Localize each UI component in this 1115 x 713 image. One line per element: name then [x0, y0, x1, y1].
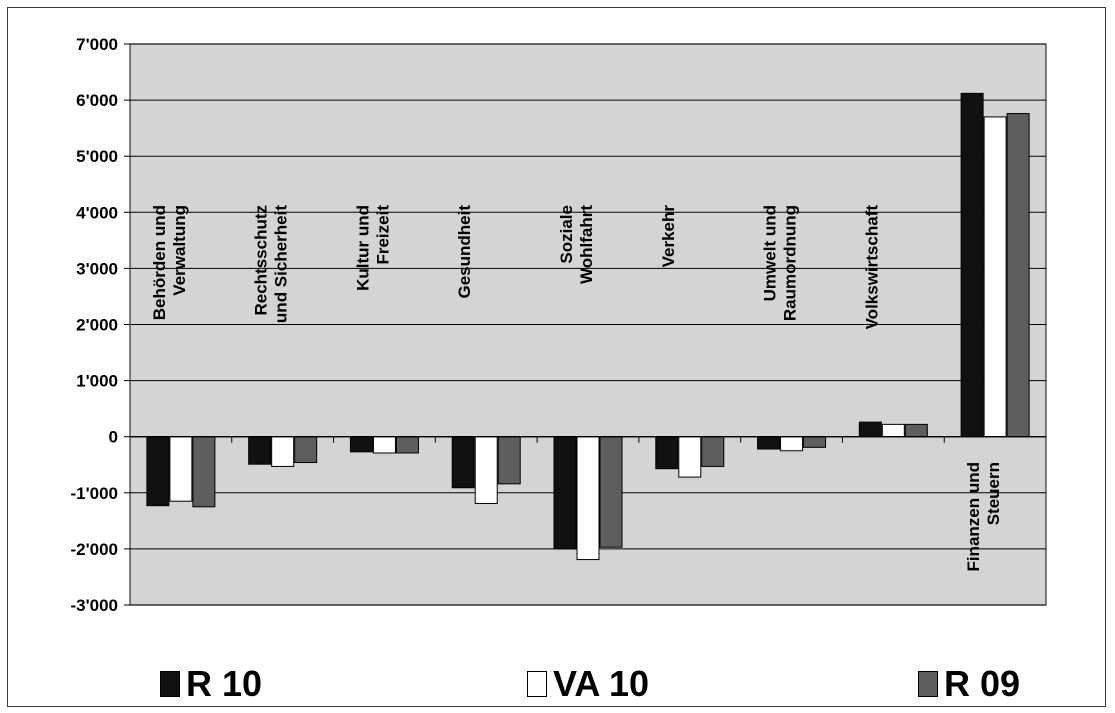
bar-r10-8: [960, 92, 984, 438]
bar-va10-3: [474, 436, 498, 504]
bar-va10-8: [983, 116, 1007, 438]
y-tick-label: 0: [109, 428, 118, 447]
bar-r09-6: [803, 436, 827, 448]
y-tick-label: 2'000: [76, 316, 118, 335]
bar-r09-7: [904, 423, 928, 438]
y-tick-label: -3'000: [70, 596, 118, 615]
y-tick-label: -2'000: [70, 540, 118, 559]
bar-va10-5: [678, 436, 702, 478]
category-label-1: Rechtsschutzund Sicherheit: [252, 205, 291, 323]
bar-r09-2: [395, 436, 419, 454]
legend-swatch-va10: [527, 671, 547, 697]
bar-r10-7: [858, 421, 882, 438]
bar-va10-2: [372, 436, 396, 454]
y-tick-label: 5'000: [76, 147, 118, 166]
legend-swatch-r09: [918, 671, 938, 697]
y-tick-label: 7'000: [76, 35, 118, 54]
bar-va10-1: [271, 436, 295, 467]
bar-r10-6: [757, 436, 781, 450]
bar-r09-1: [294, 436, 318, 464]
category-label-3: Gesundheit: [455, 205, 474, 299]
bar-r09-8: [1006, 113, 1030, 438]
bar-r09-4: [599, 436, 623, 548]
category-label-6: Umwelt undRaumordnung: [761, 205, 800, 321]
category-label-2: Kultur undFreizeit: [353, 205, 392, 291]
legend-item-r09: R 09: [918, 662, 1020, 706]
category-label-0: Behörden undVerwaltung: [150, 205, 189, 320]
bar-r10-0: [146, 436, 170, 507]
y-tick-label: 6'000: [76, 91, 118, 110]
legend-swatch-r10: [160, 671, 180, 697]
bar-r09-3: [497, 436, 521, 485]
bar-r09-5: [701, 436, 725, 467]
bar-r10-3: [451, 436, 475, 489]
bar-va10-7: [881, 423, 905, 438]
legend-label-r10: R 10: [186, 663, 263, 704]
y-tick-label: -1'000: [70, 484, 118, 503]
y-tick-label: 1'000: [76, 372, 118, 391]
bar-va10-6: [780, 436, 804, 452]
category-label-8: Finanzen undSteuern: [964, 462, 1003, 572]
legend-label-va10: VA 10: [553, 663, 650, 704]
bar-r10-1: [248, 436, 272, 465]
legend-item-va10: VA 10: [527, 662, 649, 706]
category-label-5: Verkehr: [659, 205, 678, 268]
legend-label-r09: R 09: [944, 663, 1021, 704]
bar-va10-4: [576, 436, 600, 561]
bar-va10-0: [169, 436, 193, 502]
bar-r10-2: [349, 436, 373, 453]
category-label-4: SozialeWohlfahrt: [557, 205, 596, 284]
y-tick-label: 4'000: [76, 203, 118, 222]
y-tick-label: 3'000: [76, 259, 118, 278]
bar-r10-5: [655, 436, 679, 470]
legend-item-r10: R 10: [160, 662, 262, 706]
bar-r10-4: [553, 436, 577, 550]
bar-r09-0: [192, 436, 216, 508]
category-label-7: Volkswirtschaft: [862, 205, 881, 330]
